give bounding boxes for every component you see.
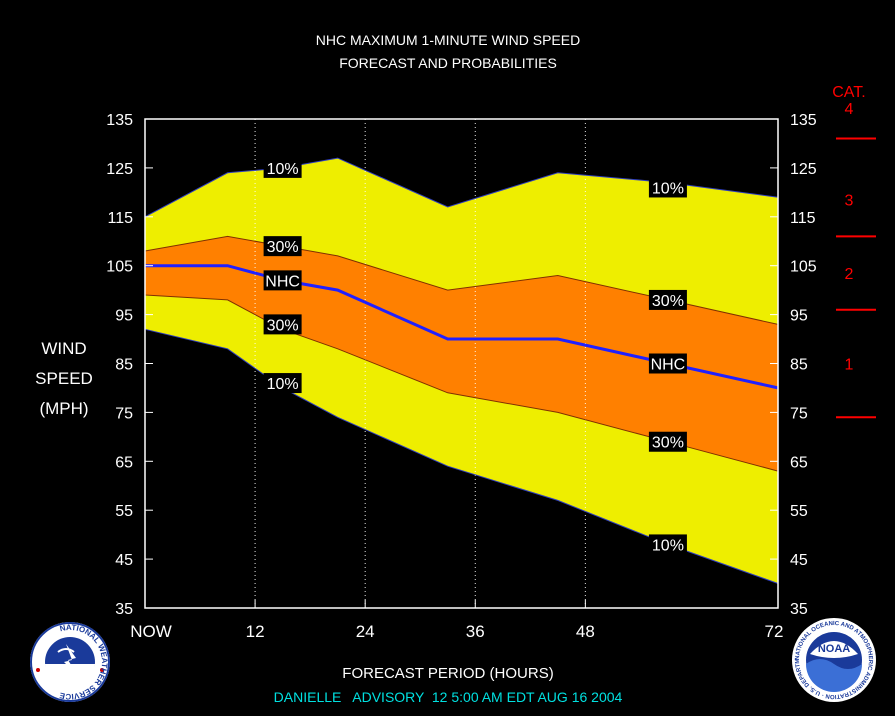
chart-title: NHC MAXIMUM 1-MINUTE WIND SPEED	[316, 32, 580, 48]
category-label-4: 4	[845, 101, 854, 118]
band-label-box-7	[648, 353, 687, 374]
y-tick-label-left-105: 105	[106, 259, 133, 276]
band-label-8: 30%	[652, 435, 684, 452]
noaa-logo-icon: NOAA NATIONAL OCEANIC AND ATMOSPHERIC AD…	[792, 618, 876, 702]
category-scale: 1 2 3 4	[836, 101, 876, 419]
y-tick-label-right-85: 85	[790, 357, 808, 374]
band-label-box-2	[263, 270, 302, 291]
y-tick-label-right-115: 115	[790, 210, 816, 227]
y-tick-label-right-125: 125	[790, 161, 817, 178]
x-tick-label-12: 12	[246, 622, 265, 641]
band-label-box-9	[648, 534, 687, 555]
y-tick-label-left-125: 125	[106, 161, 133, 178]
y-tick-label-left-95: 95	[115, 308, 133, 325]
band-label-box-5	[648, 177, 687, 198]
y-tick-label-right-105: 105	[790, 259, 817, 276]
y-tick-label-right-55: 55	[790, 503, 808, 520]
category-header: CAT.	[832, 84, 865, 101]
band-label-2: NHC	[265, 273, 300, 290]
band-label-6: 30%	[652, 293, 684, 310]
y-tick-label-right-135: 135	[790, 112, 817, 129]
x-axis-label: FORECAST PERIOD (HOURS)	[342, 665, 553, 682]
band-label-9: 10%	[652, 537, 684, 554]
band-label-1: 30%	[267, 239, 299, 256]
y-tick-label-left-55: 55	[115, 503, 133, 520]
category-label-3: 3	[845, 193, 854, 210]
x-tick-label-NOW: NOW	[130, 622, 172, 641]
band-label-box-8	[648, 431, 687, 452]
x-tick-label-72: 72	[765, 622, 784, 641]
advisory-footer: DANIELLE ADVISORY 12 5:00 AM EDT AUG 16 …	[274, 689, 623, 705]
x-tick-label-48: 48	[576, 622, 595, 641]
category-label-2: 2	[845, 266, 854, 283]
y-tick-label-right-65: 65	[790, 454, 808, 471]
band-30-percent	[145, 236, 778, 472]
y-tick-label-left-85: 85	[115, 357, 133, 374]
category-label-1: 1	[845, 357, 854, 374]
y-tick-label-left-115: 115	[107, 210, 133, 227]
y-tick-label-left-75: 75	[115, 405, 133, 422]
band-label-box-4	[263, 373, 302, 394]
band-label-box-0	[263, 157, 302, 178]
band-label-3: 30%	[267, 317, 299, 334]
nws-logo-icon: NATIONAL WEATHER SERVICE	[30, 622, 110, 702]
x-tick-label-36: 36	[466, 622, 485, 641]
band-label-7: NHC	[651, 357, 686, 374]
y-tick-label-right-75: 75	[790, 405, 808, 422]
y-tick-label-right-45: 45	[790, 552, 808, 569]
y-tick-label-right-35: 35	[790, 601, 808, 618]
band-label-5: 10%	[652, 180, 684, 197]
band-label-4: 10%	[267, 376, 299, 393]
y-tick-label-left-135: 135	[106, 112, 133, 129]
chart-subtitle: FORECAST AND PROBABILITIES	[339, 55, 557, 71]
y-tick-label-left-65: 65	[115, 454, 133, 471]
band-label-box-6	[648, 289, 687, 310]
y-tick-label-left-45: 45	[115, 552, 133, 569]
noaa-logo-center-text: NOAA	[818, 643, 850, 655]
band-label-box-3	[263, 314, 302, 335]
y-axis-label-line1: WIND	[41, 339, 86, 358]
plot-area: 35 35 45 45 55 55 65 65 75 75 85 85 95 95 105 105 115 115…	[106, 112, 817, 641]
y-tick-label-left-35: 35	[115, 601, 133, 618]
x-tick-label-24: 24	[356, 622, 375, 641]
band-label-0: 10%	[267, 161, 299, 178]
y-tick-label-right-95: 95	[790, 308, 808, 325]
y-axis-label-line2: SPEED	[35, 369, 93, 388]
band-label-box-1	[263, 236, 302, 257]
y-axis-label-line3: (MPH)	[39, 399, 88, 418]
